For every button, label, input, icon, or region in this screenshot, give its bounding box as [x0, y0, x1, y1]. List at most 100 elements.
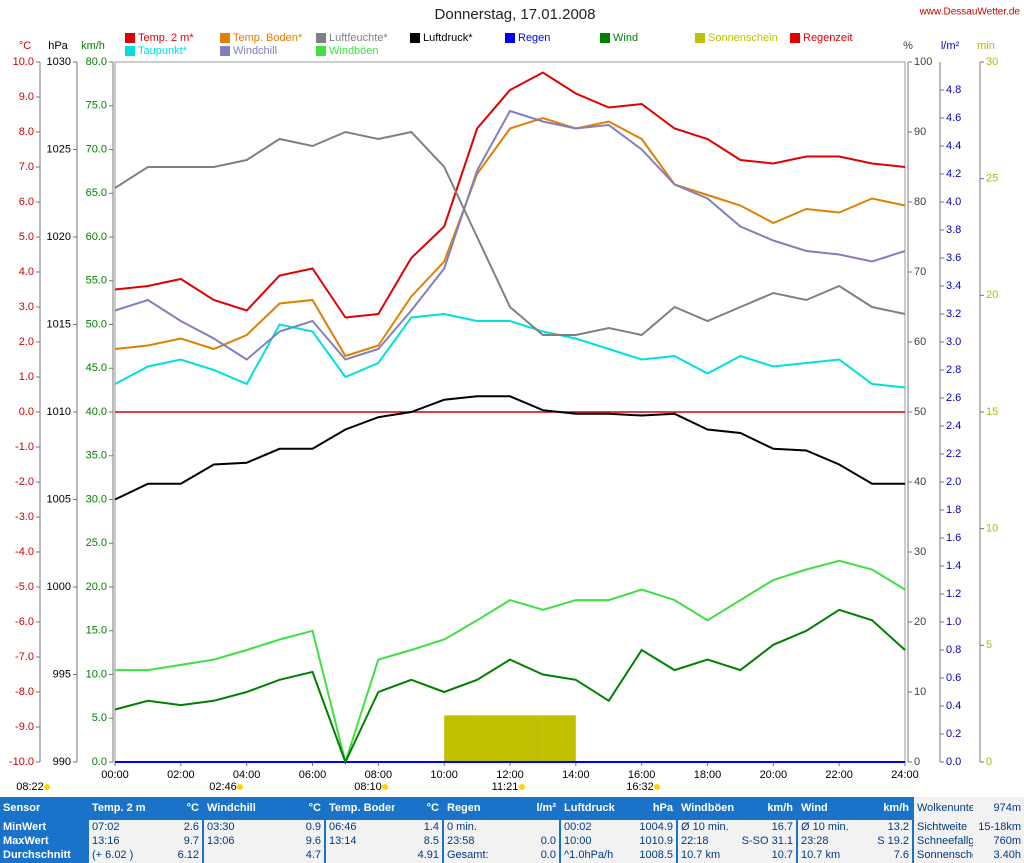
y-tick-label: 1.6 [946, 532, 961, 544]
table-cell: Schneefallgr [912, 834, 973, 849]
legend-swatch [695, 33, 705, 43]
table-cell: l/m² [505, 797, 560, 821]
annotation: 02:46 [209, 781, 237, 793]
y-tick-label: 3.2 [946, 308, 961, 320]
y-tick-label: -7.0 [15, 651, 34, 663]
y-tick-label: 70.0 [86, 143, 107, 155]
series-line [114, 395, 905, 501]
legend-swatch [790, 33, 800, 43]
y-tick-label: 4.0 [19, 266, 34, 278]
y-tick-label: 7.0 [19, 161, 34, 173]
table-cell: Ø 10 min. [796, 820, 857, 835]
y-tick-label: 9.0 [19, 91, 34, 103]
y-tick-label: 1030 [47, 56, 71, 68]
table-cell: 15-18km [973, 820, 1024, 835]
legend-label: Windböen [329, 45, 379, 57]
table-cell: Temp. Boden [324, 797, 395, 821]
table-cell: S 19.2 [857, 834, 913, 849]
y-tick-label: 1015 [47, 318, 71, 330]
table-cell: 10.7 km [796, 848, 857, 863]
x-tick-label: 14:00 [562, 769, 590, 781]
legend-label: Temp. 2 m* [138, 32, 194, 44]
y-tick-label: 40 [914, 476, 926, 488]
table-cell: 10.7 km [676, 848, 737, 863]
y-tick-label: 1.8 [946, 504, 961, 516]
x-tick-label: 00:00 [101, 769, 129, 781]
table-cell: km/h [857, 797, 913, 821]
legend-label: Regenzeit [803, 32, 853, 44]
annotation: 08:10 [354, 781, 382, 793]
axis-unit: hPa [48, 40, 68, 52]
axis-unit: min [977, 40, 995, 52]
x-tick-label: 20:00 [760, 769, 788, 781]
y-tick-label: 2.0 [19, 336, 34, 348]
y-tick-label: 1.0 [946, 616, 961, 628]
series-line [114, 130, 906, 337]
annotation-icon [519, 784, 525, 790]
x-tick-label: 16:00 [628, 769, 656, 781]
legend-swatch [316, 46, 326, 56]
bar [477, 715, 510, 762]
legend-swatch [410, 33, 420, 43]
table-row: MinWert 07:02 2.6 03:30 0.9 06:46 1.4 0 min. 00:… [0, 820, 1024, 835]
legend-swatch [220, 33, 230, 43]
table-cell: 07:02 [87, 820, 158, 835]
y-tick-label: 0.6 [946, 672, 961, 684]
y-tick-label: 75.0 [86, 100, 107, 112]
y-tick-label: 0.0 [946, 756, 961, 768]
y-tick-label: 80.0 [86, 56, 107, 68]
table-cell: 0.9 [273, 820, 325, 835]
legend-label: Taupunkt* [138, 45, 188, 57]
table-cell: 7.6 [857, 848, 913, 863]
y-tick-label: 0.0 [19, 406, 34, 418]
y-tick-label: 25 [986, 173, 998, 185]
y-tick-label: 0.0 [92, 756, 107, 768]
y-tick-label: -4.0 [15, 546, 34, 558]
y-tick-label: 4.0 [946, 196, 961, 208]
legend-swatch [220, 46, 230, 56]
table-cell: 760m [973, 834, 1024, 849]
table-cell: Ø 10 min. [676, 820, 737, 835]
y-tick-label: 1.2 [946, 588, 961, 600]
y-tick-label: 4.6 [946, 112, 961, 124]
y-tick-label: 30.0 [86, 493, 107, 505]
table-cell: 0 min. [442, 820, 505, 835]
y-tick-label: 20.0 [86, 581, 107, 593]
annotation-icon [44, 784, 50, 790]
table-cell: Sichtweite [912, 820, 973, 835]
y-tick-label: 6.0 [19, 196, 34, 208]
table-cell: Temp. 2 m [87, 797, 158, 821]
y-tick-label: 4.4 [946, 140, 961, 152]
table-row: Durchschnitt (+ 6.02 ) 6.12 4.7 4.91 Gesamt: 0… [0, 848, 1024, 863]
table-cell: Durchschnitt [0, 848, 88, 863]
table-cell: 4.91 [395, 848, 443, 863]
table-cell: 00:02 [559, 820, 615, 835]
table-cell: °C [273, 797, 325, 821]
x-tick-label: 08:00 [365, 769, 393, 781]
y-tick-label: 3.0 [19, 301, 34, 313]
annotation: 08:22 [16, 781, 44, 793]
x-tick-label: 10:00 [430, 769, 458, 781]
table-cell: 1004.9 [615, 820, 677, 835]
table-cell: 10.7 [737, 848, 797, 863]
y-tick-label: 2.6 [946, 392, 961, 404]
table-cell: 23:58 [442, 834, 505, 849]
table-cell: Sonnenschein [912, 848, 973, 863]
table-cell: 8.5 [395, 834, 443, 849]
y-tick-label: 15 [986, 406, 998, 418]
legend-label: Regen [518, 32, 550, 44]
table-cell: 9.7 [158, 834, 203, 849]
annotation-icon [382, 784, 388, 790]
x-tick-label: 24:00 [891, 769, 919, 781]
table-cell: 9.6 [273, 834, 325, 849]
y-tick-label: 1.0 [19, 371, 34, 383]
y-tick-label: 90 [914, 126, 926, 138]
y-tick-label: 3.8 [946, 224, 961, 236]
series-line [114, 109, 906, 361]
table-cell: °C [158, 797, 203, 821]
axis-unit: % [903, 40, 913, 52]
y-tick-label: 3.0 [946, 336, 961, 348]
y-tick-label: 2.2 [946, 448, 961, 460]
table-cell: Windchill [202, 797, 273, 821]
table-cell: Gesamt: [442, 848, 505, 863]
